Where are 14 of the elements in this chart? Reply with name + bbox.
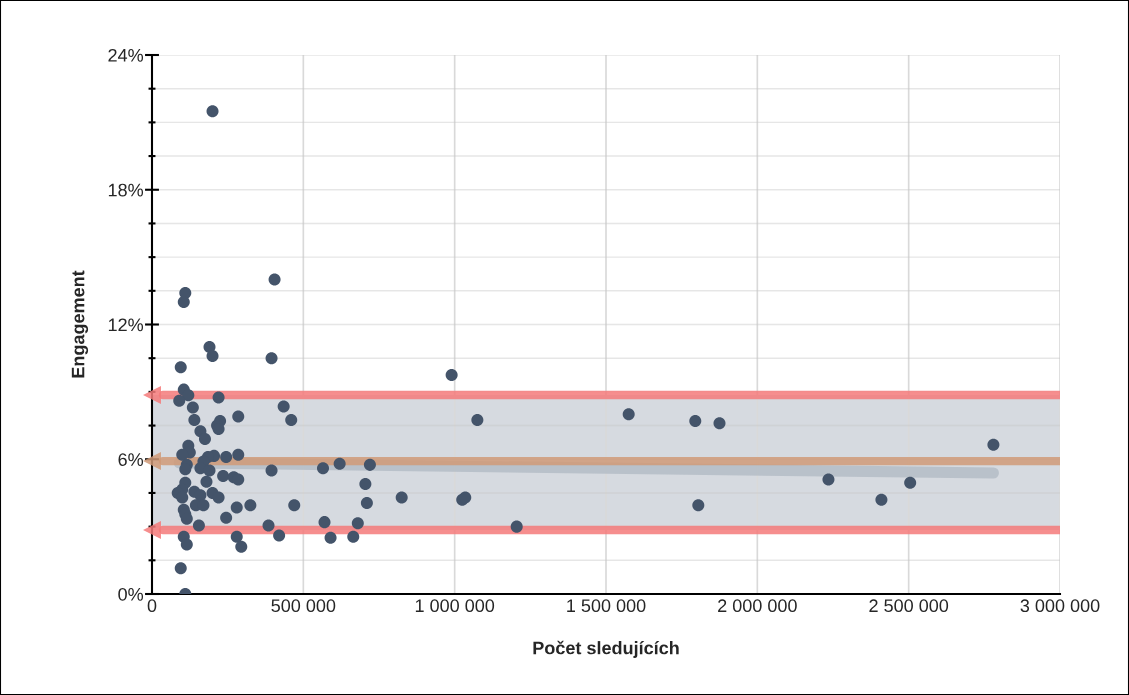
- x-tick-label: 1 000 000: [415, 599, 495, 613]
- y-axis-title: Engagement: [71, 270, 89, 378]
- y-tick-label: 0%: [118, 587, 144, 601]
- x-tick-label: 2 500 000: [869, 599, 949, 613]
- x-tick-label: 2 000 000: [718, 599, 797, 613]
- y-tick-label: 18%: [108, 183, 144, 197]
- x-tick-label: 1 500 000: [567, 599, 646, 613]
- x-tick-label: 500 000: [271, 599, 336, 613]
- x-tick-label: 0: [147, 599, 157, 613]
- x-tick-label: 3 000 000: [1020, 599, 1100, 613]
- y-tick-label: 24%: [108, 48, 144, 62]
- y-tick-label: 6%: [118, 453, 144, 466]
- x-axis-title: Počet sledujících: [533, 640, 679, 658]
- y-tick-label: 12%: [108, 318, 144, 332]
